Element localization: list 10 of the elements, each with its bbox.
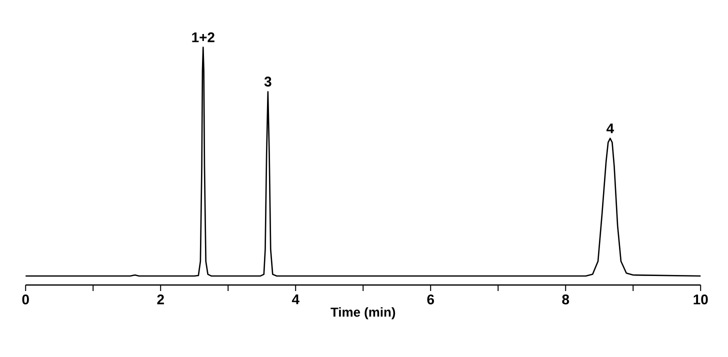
annotation: 3 [264, 76, 272, 87]
x-tick-label: 2 [157, 294, 164, 304]
x-tick-label: 4 [292, 294, 300, 304]
annotation: 4 [606, 124, 614, 134]
annotation: 1+2 [192, 32, 214, 42]
x-tick-label: 8 [562, 294, 570, 304]
x-tick-label: 10 [694, 294, 708, 304]
x-axis-title: Time (min) [330, 307, 396, 320]
x-tick-label: 6 [427, 294, 434, 304]
x-tick-label: 0 [22, 294, 29, 304]
